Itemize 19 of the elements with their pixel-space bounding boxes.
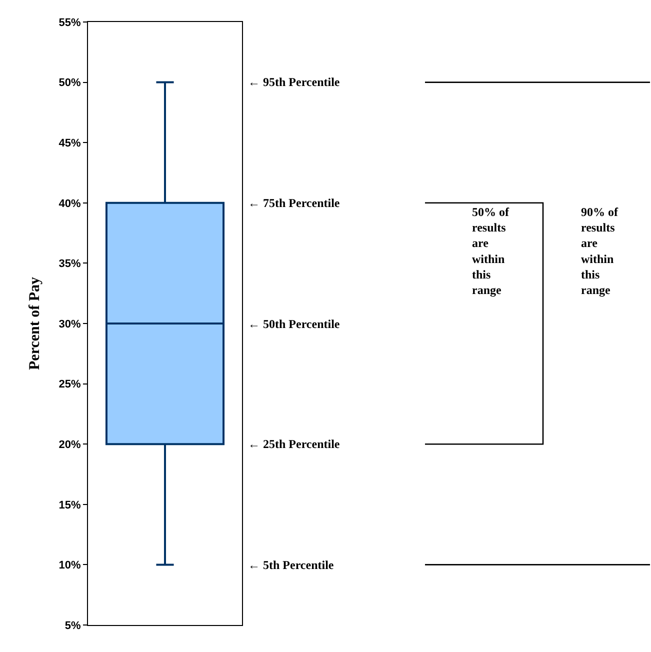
y-tick-label: 15%: [58, 499, 82, 512]
y-tick-label: 50%: [58, 77, 82, 90]
y-tick-label: 30%: [58, 318, 82, 330]
y-axis-title: Percent of Pay: [27, 276, 44, 370]
text: 50% of results are within this range: [472, 205, 510, 297]
y-tick-label: 25%: [58, 378, 82, 391]
text: ← 95th Percentile: [248, 75, 340, 89]
y-tick-label: 35%: [58, 258, 82, 270]
y-tick-label: 20%: [58, 438, 82, 451]
text: ← 5th Percentile: [248, 558, 334, 572]
y-tick-label: 40%: [58, 198, 82, 210]
y-tick-label: 10%: [58, 560, 82, 572]
y-tick-label: 55%: [58, 16, 82, 29]
text: ← 50th Percentile: [248, 317, 340, 331]
text: ← 25th Percentile: [248, 437, 340, 451]
y-tick-label: 45%: [58, 137, 82, 150]
text: ← 75th Percentile: [248, 196, 340, 210]
text: 90% of results are within this range: [581, 205, 619, 297]
y-tick-label: 5%: [64, 620, 82, 632]
